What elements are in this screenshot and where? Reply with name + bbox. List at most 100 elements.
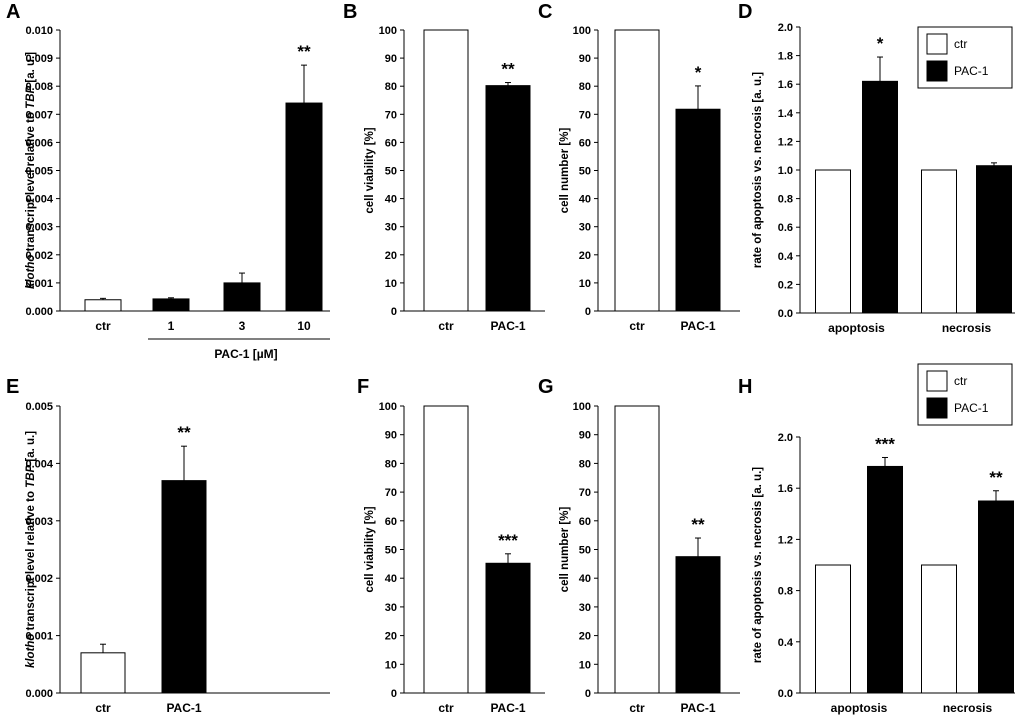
y-tick-label: 40 [385,194,397,206]
y-tick-label: 0.000 [25,688,53,700]
bar [152,298,190,312]
x-category-label: ctr [629,701,645,715]
legend-label: ctr [954,37,967,51]
y-tick-label: 1.6 [778,79,793,91]
y-tick-label: 0 [585,688,591,700]
legend-label: PAC-1 [954,401,989,415]
bar [285,102,323,312]
x-category-label: ctr [438,701,454,715]
y-tick-label: 0.002 [25,250,53,262]
y-tick-label: 100 [379,25,397,37]
y-tick-label: 20 [385,250,397,262]
y-tick-label: 0.0 [778,688,793,700]
y-tick-label: 0.4 [778,251,794,263]
bar [84,299,122,312]
y-tick-label: 90 [579,53,591,65]
bar [978,500,1014,694]
bar [675,556,721,694]
y-tick-label: 60 [385,137,397,149]
significance-marker: ** [989,468,1003,487]
x-category-label: PAC-1 [490,319,525,333]
y-tick-label: 0.006 [25,137,53,149]
y-tick-label: 30 [385,602,397,614]
y-tick-label: 30 [385,222,397,234]
y-tick-label: 0.004 [25,458,53,470]
panel-label: B [343,1,357,23]
y-tick-label: 60 [385,516,397,528]
y-tick-label: 90 [579,430,591,442]
bar [223,282,261,312]
bar [862,80,898,314]
y-tick-label: 2.0 [778,432,793,444]
y-tick-label: 0.0 [778,308,793,320]
y-tick-label: 1.2 [778,534,793,546]
y-tick-label: 20 [385,631,397,643]
y-tick-label: 50 [385,166,397,178]
panel-e: E 0.000 0.001 0.002 0.003 0.004 0.005 klotho tr… [6,376,330,715]
y-tick-label: 1.0 [778,165,793,177]
panel-label: E [6,376,19,398]
bar [976,165,1012,314]
y-tick-label: 40 [579,194,591,206]
y-tick-label: 0.4 [778,637,794,649]
panel-h: H 0.0 0.4 0.8 1.2 1.6 2.0 rate of apoptosis vs.… [738,363,1015,715]
y-tick-label: 0.003 [25,516,53,528]
x-category-label: apoptosis [831,701,888,715]
y-tick-label: 0.003 [25,222,53,234]
y-tick-label: 70 [385,109,397,121]
y-tick-label: 0.010 [25,25,53,37]
y-tick-label: 90 [385,53,397,65]
bar [614,405,660,694]
x-category-label: 10 [297,319,311,333]
y-tick-label: 0 [391,688,397,700]
y-tick-label: 80 [385,458,397,470]
x-category-label: ctr [95,319,111,333]
y-axis-label: cell number [%] [559,128,571,214]
y-tick-label: 100 [379,401,397,413]
significance-marker: *** [875,434,895,453]
significance-marker: * [877,34,884,53]
x-category-label: ctr [629,319,645,333]
bar [423,405,469,694]
y-tick-label: 0.008 [25,81,53,93]
panel-f: F 0 10 20 30 40 50 60 70 80 90 100 cell viability [%… [357,376,545,715]
y-tick-label: 0 [391,306,397,318]
legend-label: ctr [954,374,967,388]
bar [423,29,469,312]
panel-label: F [357,376,369,398]
legend-swatch [926,397,948,419]
y-tick-label: 10 [579,278,591,290]
y-axis-label: klotho transcript level relative to TBP … [25,431,37,668]
y-tick-label: 80 [579,81,591,93]
panel-d: D 0.0 0.2 0.4 0.6 0.8 1.0 1.2 1.4 1.6 1.8 2.0 rate o… [738,1,1015,335]
significance-marker: ** [691,515,705,534]
bar [815,169,851,314]
y-tick-label: 30 [579,222,591,234]
y-tick-label: 100 [573,401,591,413]
x-category-label: PAC-1 [680,319,715,333]
y-axis-label: cell number [%] [559,507,571,593]
y-tick-label: 20 [579,250,591,262]
panel-g: G 0 10 20 30 40 50 60 70 80 90 100 cell number [%] ct… [538,376,740,715]
panel-label: A [6,1,20,23]
y-tick-label: 10 [385,278,397,290]
x-category-label: ctr [95,701,111,715]
y-tick-label: 0.005 [25,166,53,178]
x-category-label: necrosis [943,701,993,715]
y-tick-label: 70 [579,487,591,499]
significance-marker: ** [177,423,191,442]
y-tick-label: 1.2 [778,136,793,148]
bar [921,169,957,314]
y-tick-label: 100 [573,25,591,37]
y-tick-label: 50 [579,166,591,178]
panel-label: D [738,1,752,23]
legend-swatch [926,33,948,55]
bar [80,652,126,694]
bar [867,465,903,694]
x-category-label: apoptosis [828,321,885,335]
x-category-label: PAC-1 [680,701,715,715]
significance-marker: ** [297,42,311,61]
x-category-label: necrosis [942,321,992,335]
y-tick-label: 60 [579,137,591,149]
